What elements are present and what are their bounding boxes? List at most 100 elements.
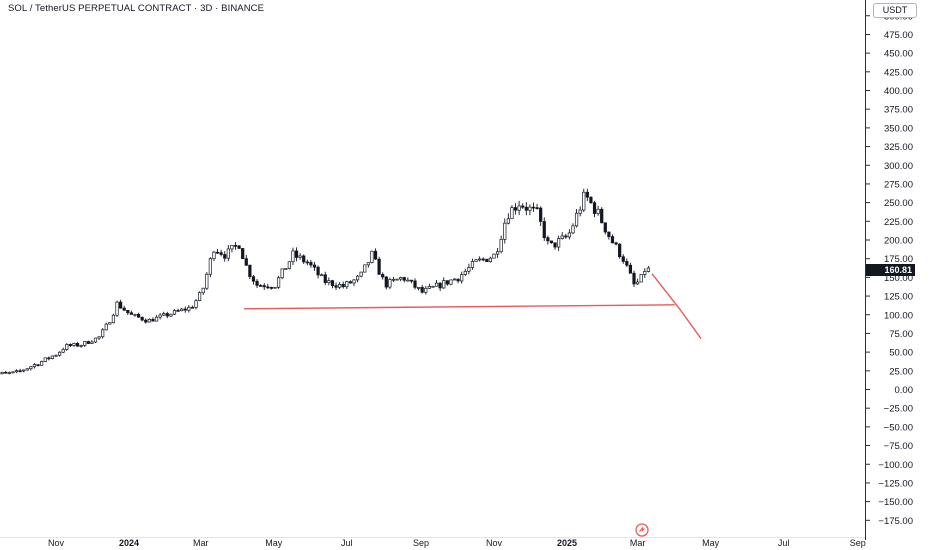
candle-down [75, 343, 80, 347]
candle-down [413, 280, 417, 288]
candle-up [276, 277, 281, 288]
candle-up [14, 370, 19, 373]
candle-down [18, 370, 22, 372]
candle-down [481, 258, 485, 261]
price-tick-label: 125.00 [884, 292, 913, 303]
candle-up [158, 314, 162, 318]
candle-up [467, 267, 471, 272]
price-tick-label: 275.00 [884, 179, 913, 190]
candle-up [510, 207, 514, 220]
candle-up [29, 366, 33, 370]
candle-down [126, 310, 130, 314]
candle-up [108, 322, 112, 325]
candle-up [370, 250, 374, 263]
candle-up [417, 287, 421, 289]
price-tick-label: 50.00 [889, 348, 913, 359]
candle-up [478, 258, 482, 261]
candle-down [553, 242, 557, 248]
price-tick-label: 0.00 [895, 385, 914, 396]
candle-down [381, 274, 385, 278]
candle-up [93, 337, 98, 343]
candle-up [434, 282, 439, 287]
candle-up [639, 274, 643, 283]
candle-up [57, 351, 62, 356]
candle-up [90, 341, 94, 344]
candle-up [327, 280, 331, 283]
candle-up [180, 308, 184, 312]
price-tick-label: 175.00 [884, 254, 913, 265]
candle-down [223, 254, 227, 259]
candle-down [140, 316, 144, 321]
candle-down [129, 312, 134, 315]
candle-down [176, 310, 180, 312]
time-tick-label: Jul [778, 538, 790, 548]
candle-down [47, 357, 51, 360]
candle-up [104, 323, 108, 331]
candle-up [431, 285, 435, 288]
candle-down [402, 277, 406, 281]
candle-up [388, 279, 392, 288]
price-tick-label: 475.00 [884, 30, 913, 41]
time-tick-label: Mar [193, 538, 209, 548]
candle-up [187, 306, 191, 311]
candle-down [585, 191, 589, 198]
candle-down [305, 261, 309, 264]
candle-up [463, 270, 467, 275]
candle-down [542, 221, 546, 239]
candle-up [495, 251, 500, 255]
candle-up [162, 313, 166, 316]
candle-up [406, 279, 410, 282]
candle-up [97, 336, 101, 339]
candle-up [172, 310, 177, 315]
candle-down [122, 307, 126, 311]
candle-up [169, 313, 173, 317]
candle-down [251, 276, 256, 282]
candle-down [269, 287, 274, 289]
candle-up [147, 318, 151, 323]
candle-up [79, 345, 83, 347]
candle-up [442, 280, 446, 289]
candle-down [625, 261, 629, 266]
price-tick-label: 425.00 [884, 67, 913, 78]
candle-down [445, 280, 449, 285]
candle-down [241, 248, 245, 259]
price-tick-label: −25.00 [884, 404, 913, 415]
candle-up [355, 275, 360, 281]
candle-up [61, 349, 65, 353]
candle-down [4, 371, 8, 374]
projection-line[interactable] [651, 273, 702, 340]
time-tick-label: Sep [850, 538, 866, 548]
candle-up [366, 262, 370, 266]
candle-up [0, 371, 4, 375]
candle-up [111, 314, 116, 324]
candle-down [316, 266, 320, 276]
candle-up [391, 278, 396, 281]
candle-up [643, 271, 647, 275]
candle-down [183, 308, 187, 311]
time-axis[interactable]: Nov 2024 Mar May Jul Sep Nov 2025 Mar May Jul Sep [48, 538, 866, 548]
price-tick-label: 200.00 [884, 236, 913, 247]
candle-down [377, 258, 381, 275]
candle-down [309, 262, 313, 266]
candle-up [226, 248, 230, 259]
candle-down [144, 319, 148, 323]
candle-up [205, 273, 209, 289]
support-trend-line[interactable] [243, 304, 675, 310]
candle-up [449, 279, 453, 285]
candle-down [524, 206, 528, 211]
candle-down [549, 240, 554, 244]
candle-up [280, 268, 284, 279]
time-tick-label: Jul [341, 538, 353, 548]
candle-down [485, 258, 489, 263]
candle-down [535, 207, 539, 209]
candle-down [36, 364, 40, 366]
candle-down [539, 207, 543, 222]
drawing-layer[interactable] [243, 273, 702, 340]
price-tick-label: 25.00 [889, 366, 913, 377]
candle-up [359, 271, 363, 277]
price-tick-label: −100.00 [878, 460, 913, 471]
currency-unit-button[interactable]: USDT [873, 3, 917, 18]
candle-down [373, 250, 378, 260]
